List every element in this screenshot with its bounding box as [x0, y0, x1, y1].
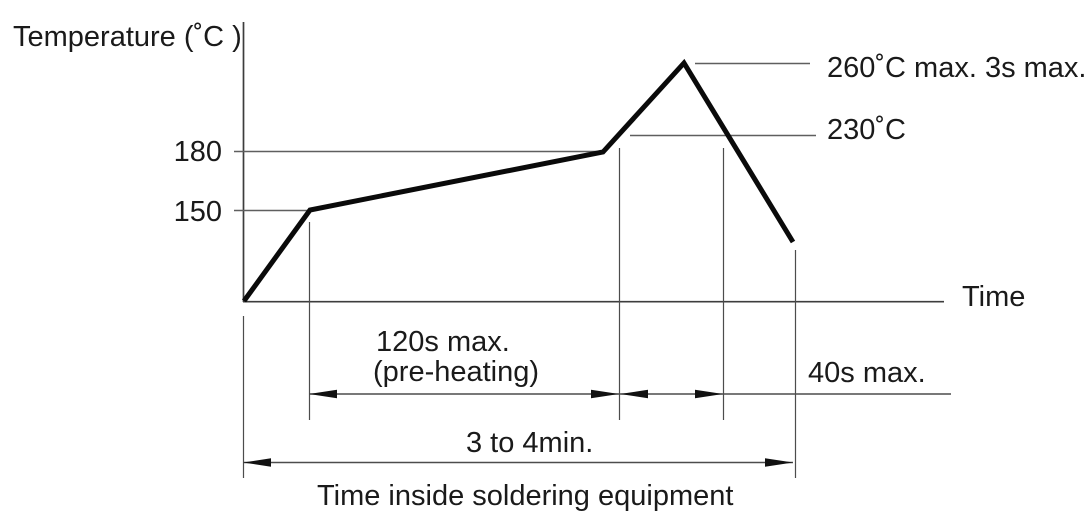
dimension-label-40s: 40s max. — [808, 357, 926, 389]
dimension-label-preheat-caption: (pre-heating) — [373, 356, 539, 388]
arrowhead-left-icon — [243, 458, 271, 467]
dimension-label-total: 3 to 4min. — [466, 427, 593, 459]
x-axis-label: Time — [962, 281, 1025, 313]
arrowhead-right-icon — [765, 458, 793, 467]
temperature-profile-line — [241, 58, 796, 303]
arrowhead-left-icon — [309, 389, 337, 399]
dimension-label-preheat-duration: 120s max. — [376, 326, 510, 358]
bottom-caption: Time inside soldering equipment — [317, 480, 733, 512]
callout-reflow-temp: 230˚C — [827, 114, 906, 146]
arrowhead-left-icon — [620, 389, 648, 399]
arrowhead-right-icon — [695, 389, 723, 399]
callout-peak-max: 260˚C max. 3s max. — [827, 52, 1086, 84]
y-tick-label-150: 150 — [174, 196, 222, 228]
arrowhead-right-icon — [591, 389, 619, 399]
y-tick-label-180: 180 — [174, 136, 222, 168]
chart-title: Temperature (˚C ) — [13, 21, 242, 53]
